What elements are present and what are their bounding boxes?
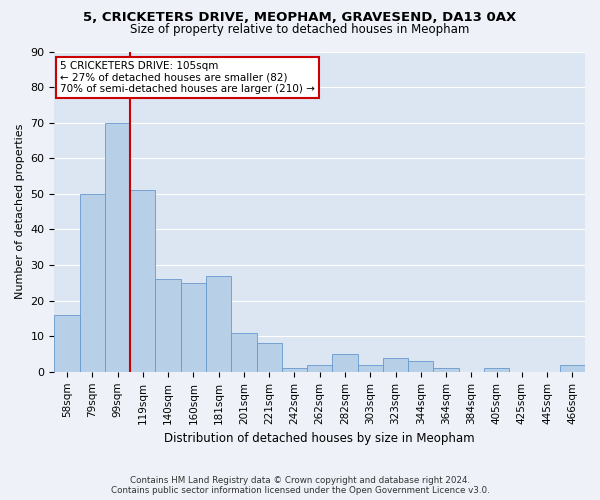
Bar: [80, 194, 105, 372]
Bar: [231, 332, 257, 372]
Bar: [332, 354, 358, 372]
Bar: [307, 364, 332, 372]
Text: Contains HM Land Registry data © Crown copyright and database right 2024.
Contai: Contains HM Land Registry data © Crown c…: [110, 476, 490, 495]
Bar: [358, 364, 383, 372]
X-axis label: Distribution of detached houses by size in Meopham: Distribution of detached houses by size …: [164, 432, 475, 445]
Text: 5 CRICKETERS DRIVE: 105sqm
← 27% of detached houses are smaller (82)
70% of semi: 5 CRICKETERS DRIVE: 105sqm ← 27% of deta…: [60, 61, 314, 94]
Bar: [155, 280, 181, 372]
Bar: [282, 368, 307, 372]
Text: Size of property relative to detached houses in Meopham: Size of property relative to detached ho…: [130, 22, 470, 36]
Bar: [55, 315, 80, 372]
Y-axis label: Number of detached properties: Number of detached properties: [15, 124, 25, 300]
Bar: [257, 344, 282, 372]
Text: 5, CRICKETERS DRIVE, MEOPHAM, GRAVESEND, DA13 0AX: 5, CRICKETERS DRIVE, MEOPHAM, GRAVESEND,…: [83, 11, 517, 24]
Bar: [560, 364, 585, 372]
Bar: [383, 358, 408, 372]
Bar: [484, 368, 509, 372]
Bar: [105, 122, 130, 372]
Bar: [433, 368, 458, 372]
Bar: [206, 276, 231, 372]
Bar: [130, 190, 155, 372]
Bar: [181, 283, 206, 372]
Bar: [408, 361, 433, 372]
